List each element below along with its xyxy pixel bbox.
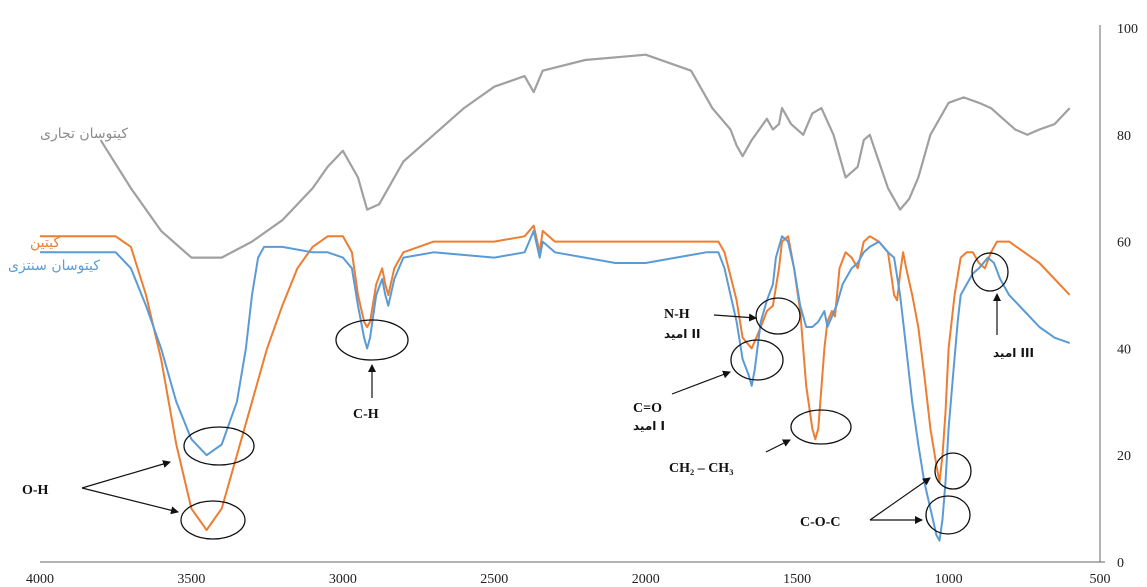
ch2-arrow — [765, 439, 791, 453]
oh-arrow-2 — [81, 487, 179, 515]
ch2-circle — [790, 409, 852, 445]
y-tick-label: 60 — [1117, 236, 1131, 251]
x-tick-label: 500 — [1090, 572, 1111, 587]
series-lines — [40, 53, 1071, 542]
legend-label-commercial-chitosan: کیتوسان تجاری — [40, 126, 128, 142]
coc-arrow-1 — [869, 477, 931, 521]
x-tick-label: 3000 — [329, 572, 357, 587]
amide1-label: امید I — [633, 419, 665, 433]
co-arrow — [671, 370, 731, 395]
ch-circle — [335, 319, 409, 361]
series-line-2 — [40, 229, 1071, 542]
y-tick-label: 80 — [1117, 129, 1131, 144]
x-tick-label: 2500 — [480, 572, 508, 587]
oh-circle-blue — [183, 426, 255, 466]
x-tick-label: 2000 — [632, 572, 660, 587]
legend-label-synthetic-chitosan: کیتوسان سنتزی — [8, 258, 100, 274]
annotation-arrows — [81, 293, 1001, 524]
series-line-1 — [40, 224, 1071, 531]
y-tick-label: 100 — [1117, 22, 1138, 37]
coc-circle-orange — [934, 452, 972, 490]
legend-label-chitin: کیتین — [30, 235, 60, 251]
oh-circle-orange — [180, 500, 246, 540]
y-tick-label: 20 — [1117, 449, 1131, 464]
coc-circle-blue — [925, 495, 971, 535]
series-line-0 — [99, 53, 1071, 259]
nh-label: N-H — [664, 307, 690, 322]
x-tick-label: 1000 — [935, 572, 963, 587]
amide3-label: امید III — [993, 346, 1034, 360]
amide2-label: امید II — [664, 327, 700, 341]
annotation-circles — [180, 252, 1009, 540]
oh-label: O-H — [22, 483, 49, 498]
co-circle — [730, 339, 784, 381]
ch-label: C-H — [353, 407, 379, 422]
amide3-circle — [971, 252, 1009, 292]
x-tick-label: 3500 — [177, 572, 205, 587]
x-tick-labels: 4000 3500 3000 2500 2000 1500 1000 500 — [26, 572, 1111, 587]
co-label: C=O — [633, 401, 662, 416]
y-tick-label: 40 — [1117, 342, 1131, 357]
x-tick-label: 1500 — [783, 572, 811, 587]
y-tick-label: 0 — [1117, 556, 1124, 571]
y-tick-labels: 0 20 40 60 80 100 — [1117, 22, 1138, 571]
x-tick-label: 4000 — [26, 572, 54, 587]
nh-arrow — [713, 313, 757, 322]
coc-label: C-O-C — [800, 515, 840, 530]
oh-arrow-1 — [81, 460, 171, 489]
ch2-ch3-label: CH₂ – CH₃ — [669, 461, 733, 476]
